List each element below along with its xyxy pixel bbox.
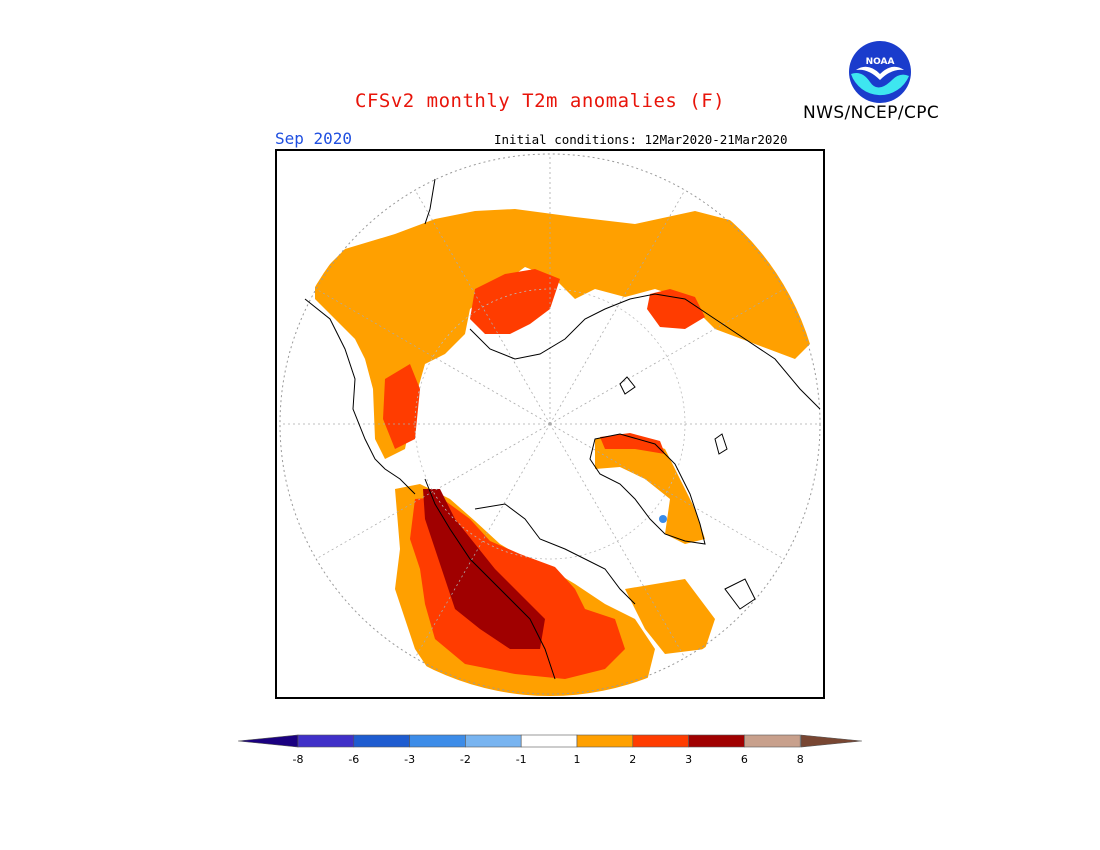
legend-tick-label: 1 [573,753,581,766]
legend-swatch [520,734,578,748]
anomaly-region-eurasia [315,209,815,459]
anomaly-region-scandinavia [383,364,420,449]
anomaly-region-canada-darkred [423,489,545,649]
legend-tick-label: 6 [740,753,748,766]
legend-swatch [632,734,689,748]
logo-seagull-band [851,73,909,96]
anomaly-region-greenland-rim [595,434,705,544]
legend-swatch [744,734,801,748]
legend-tick-label: -6 [348,753,360,766]
legend-swatches [297,734,801,748]
legend-tick-label: 3 [685,753,693,766]
anomaly-region-northeast-america [625,579,715,654]
legend-swatch [465,734,522,748]
legend-swatch [688,734,745,748]
legend-swatch [353,734,410,748]
legend-tick-label: -8 [292,753,304,766]
anomaly-region-east-siberia [647,289,705,329]
initial-conditions-label: Initial conditions: 12Mar2020-21Mar2020 [494,132,788,147]
coastlines [304,178,821,680]
month-label: Sep 2020 [275,129,353,148]
polar-anomaly-map [275,149,825,699]
outer-latitude-circle [279,153,821,695]
meridian-lines [280,154,820,659]
legend-tick-label: 8 [796,753,804,766]
legend-tick-label: -1 [515,753,527,766]
anomaly-region-greenland-north [600,433,665,454]
legend-swatch [409,734,466,748]
legend-tick-label: 2 [629,753,637,766]
legend-arrow-left [238,734,299,748]
anomaly-region-siberia [470,269,560,334]
noaa-logo: NOAA [849,41,911,103]
logo-text: NOAA [866,57,895,67]
color-legend-bar [238,734,862,748]
legend-swatch [297,734,355,748]
agency-label: NWS/NCEP/CPC [803,103,940,123]
legend-tick-label: -3 [404,753,416,766]
map-frame-border [275,149,825,699]
legend-arrow-right [800,734,862,748]
legend-swatch [576,734,634,748]
legend-tick-label: -2 [459,753,471,766]
anomaly-negative-spot [659,515,667,523]
logo-seagull [856,66,904,80]
chart-title: CFSv2 monthly T2m anomalies (F) [355,90,726,112]
